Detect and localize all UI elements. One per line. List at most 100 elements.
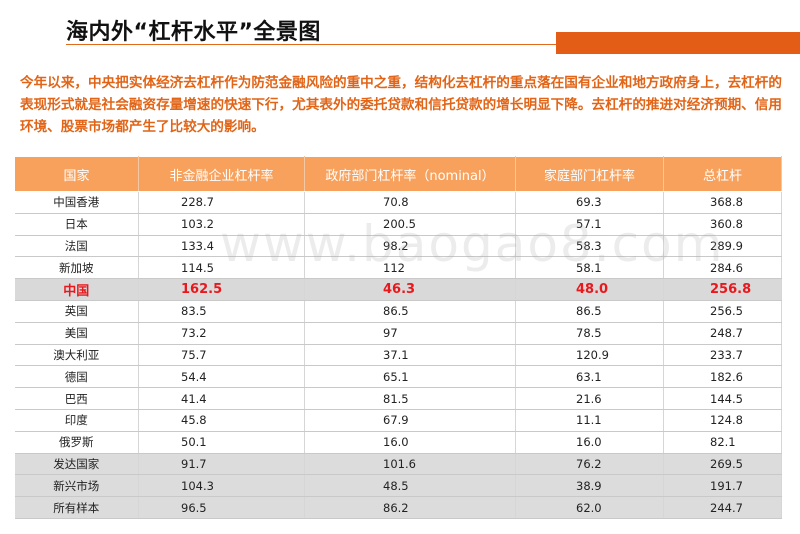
table-row: 所有样本 96.5 86.2 62.0 244.7 xyxy=(14,496,782,519)
cell-corporate: 103.2 xyxy=(138,213,305,236)
cell-total: 182.6 xyxy=(663,365,782,389)
cell-total: 248.7 xyxy=(663,322,782,345)
table-body: 中国香港 228.7 70.8 69.3 368.8 日本 103.2 200.5 57.1 36… xyxy=(14,191,782,519)
title-accent-bar xyxy=(556,32,800,54)
cell-government: 86.5 xyxy=(304,300,516,323)
col-header-country: 国家 xyxy=(14,156,139,192)
cell-corporate: 50.1 xyxy=(138,431,305,454)
cell-total: 124.8 xyxy=(663,409,782,432)
cell-government: 97 xyxy=(304,322,516,345)
cell-government: 65.1 xyxy=(304,365,516,389)
cell-household: 21.6 xyxy=(515,387,664,410)
cell-household: 63.1 xyxy=(515,365,664,389)
cell-total: 360.8 xyxy=(663,213,782,236)
table-row: 中国香港 228.7 70.8 69.3 368.8 xyxy=(14,191,782,214)
cell-corporate: 41.4 xyxy=(138,387,305,410)
cell-country: 澳大利亚 xyxy=(14,344,139,367)
cell-household: 120.9 xyxy=(515,344,664,367)
cell-corporate: 45.8 xyxy=(138,409,305,432)
cell-corporate: 83.5 xyxy=(138,300,305,323)
leverage-table: 国家 非金融企业杠杆率 政府部门杠杆率（nominal） 家庭部门杠杆率 总杠杆… xyxy=(14,156,782,519)
table-row: 中国 162.5 46.3 48.0 256.8 xyxy=(14,278,782,301)
col-header-corporate-leverage: 非金融企业杠杆率 xyxy=(138,156,305,192)
cell-country: 中国香港 xyxy=(14,191,139,214)
cell-household: 78.5 xyxy=(515,322,664,345)
cell-household: 11.1 xyxy=(515,409,664,432)
cell-corporate: 96.5 xyxy=(138,496,305,519)
cell-household: 38.9 xyxy=(515,474,664,498)
cell-government: 16.0 xyxy=(304,431,516,454)
title-underline xyxy=(66,44,556,45)
cell-country: 俄罗斯 xyxy=(14,431,139,454)
cell-country: 法国 xyxy=(14,235,139,258)
table-row: 英国 83.5 86.5 86.5 256.5 xyxy=(14,300,782,323)
table-row: 德国 54.4 65.1 63.1 182.6 xyxy=(14,365,782,389)
cell-total: 368.8 xyxy=(663,191,782,214)
cell-government: 67.9 xyxy=(304,409,516,432)
cell-country: 美国 xyxy=(14,322,139,345)
cell-total: 289.9 xyxy=(663,235,782,258)
table-row: 新兴市场 104.3 48.5 38.9 191.7 xyxy=(14,474,782,498)
cell-country: 德国 xyxy=(14,365,139,389)
cell-total: 82.1 xyxy=(663,431,782,454)
cell-corporate: 91.7 xyxy=(138,453,305,476)
col-header-household-leverage: 家庭部门杠杆率 xyxy=(515,156,664,192)
cell-government: 46.3 xyxy=(304,278,516,301)
cell-country: 日本 xyxy=(14,213,139,236)
col-header-total-leverage: 总杠杆 xyxy=(663,156,782,192)
cell-total: 191.7 xyxy=(663,474,782,498)
cell-government: 98.2 xyxy=(304,235,516,258)
cell-total: 284.6 xyxy=(663,256,782,280)
cell-government: 70.8 xyxy=(304,191,516,214)
cell-household: 76.2 xyxy=(515,453,664,476)
table-row: 巴西 41.4 81.5 21.6 144.5 xyxy=(14,387,782,410)
cell-corporate: 162.5 xyxy=(138,278,305,301)
table-row: 日本 103.2 200.5 57.1 360.8 xyxy=(14,213,782,236)
cell-corporate: 75.7 xyxy=(138,344,305,367)
cell-household: 57.1 xyxy=(515,213,664,236)
cell-corporate: 133.4 xyxy=(138,235,305,258)
cell-household: 86.5 xyxy=(515,300,664,323)
col-header-government-leverage: 政府部门杠杆率（nominal） xyxy=(304,156,516,192)
table-row: 发达国家 91.7 101.6 76.2 269.5 xyxy=(14,453,782,476)
cell-government: 48.5 xyxy=(304,474,516,498)
table-header-row: 国家 非金融企业杠杆率 政府部门杠杆率（nominal） 家庭部门杠杆率 总杠杆 xyxy=(14,156,782,192)
cell-corporate: 54.4 xyxy=(138,365,305,389)
cell-household: 58.3 xyxy=(515,235,664,258)
cell-corporate: 73.2 xyxy=(138,322,305,345)
cell-total: 256.5 xyxy=(663,300,782,323)
cell-government: 200.5 xyxy=(304,213,516,236)
cell-country: 中国 xyxy=(14,278,139,301)
cell-government: 101.6 xyxy=(304,453,516,476)
cell-country: 发达国家 xyxy=(14,453,139,476)
cell-corporate: 228.7 xyxy=(138,191,305,214)
cell-total: 233.7 xyxy=(663,344,782,367)
cell-government: 37.1 xyxy=(304,344,516,367)
cell-total: 256.8 xyxy=(663,278,782,301)
table-row: 俄罗斯 50.1 16.0 16.0 82.1 xyxy=(14,431,782,454)
table-row: 澳大利亚 75.7 37.1 120.9 233.7 xyxy=(14,344,782,367)
table-row: 美国 73.2 97 78.5 248.7 xyxy=(14,322,782,345)
cell-total: 244.7 xyxy=(663,496,782,519)
cell-government: 112 xyxy=(304,256,516,280)
cell-total: 269.5 xyxy=(663,453,782,476)
cell-household: 48.0 xyxy=(515,278,664,301)
summary-paragraph: 今年以来，中央把实体经济去杠杆作为防范金融风险的重中之重，结构化去杠杆的重点落在… xyxy=(20,75,782,135)
page-title: 海内外“杠杆水平”全景图 xyxy=(66,20,321,45)
table-row: 印度 45.8 67.9 11.1 124.8 xyxy=(14,409,782,432)
cell-country: 印度 xyxy=(14,409,139,432)
cell-country: 所有样本 xyxy=(14,496,139,519)
cell-total: 144.5 xyxy=(663,387,782,410)
cell-corporate: 114.5 xyxy=(138,256,305,280)
cell-household: 69.3 xyxy=(515,191,664,214)
cell-household: 16.0 xyxy=(515,431,664,454)
table-row: 法国 133.4 98.2 58.3 289.9 xyxy=(14,235,782,258)
cell-household: 62.0 xyxy=(515,496,664,519)
cell-government: 86.2 xyxy=(304,496,516,519)
cell-corporate: 104.3 xyxy=(138,474,305,498)
cell-country: 巴西 xyxy=(14,387,139,410)
cell-country: 新加坡 xyxy=(14,256,139,280)
cell-household: 58.1 xyxy=(515,256,664,280)
cell-government: 81.5 xyxy=(304,387,516,410)
cell-country: 英国 xyxy=(14,300,139,323)
